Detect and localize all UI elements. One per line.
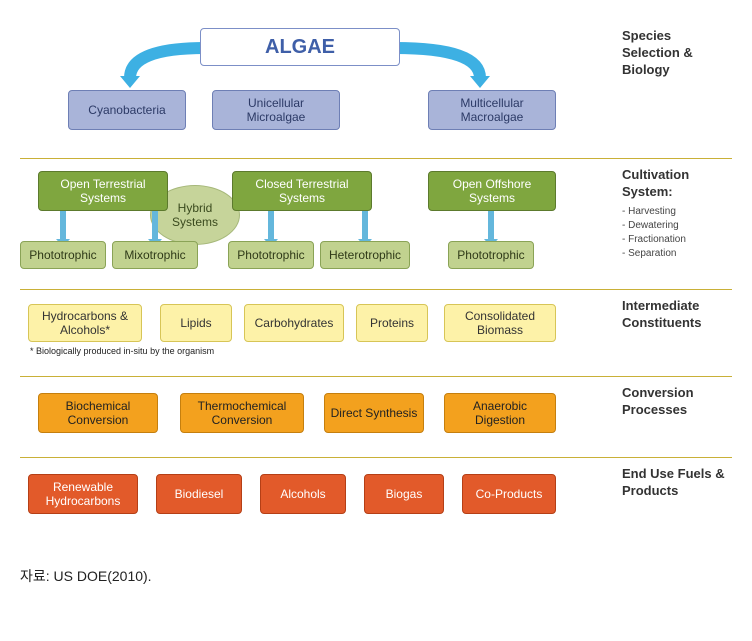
source-citation: 자료: US DOE(2010). (20, 566, 732, 586)
box-carbs: Carbohydrates (244, 304, 344, 342)
tier-conversion: Biochemical Conversion Thermochemical Co… (20, 376, 732, 457)
box-cyanobacteria: Cyanobacteria (68, 90, 186, 130)
box-open-offshore: Open Offshore Systems (428, 171, 556, 211)
box-photo3: Phototrophic (448, 241, 534, 269)
tier-species-body: ALGAE Cyanobacteria Unicellular Microalg… (20, 28, 612, 148)
tier-cultivation-body: Hybrid Systems Open Terrestrial Systems … (20, 167, 612, 279)
tier-conversion-label: Conversion Processes (612, 385, 732, 419)
tier-cultivation-label-text: Cultivation System: (622, 167, 689, 199)
algae-title-box: ALGAE (200, 28, 400, 66)
box-thermochem: Thermochemical Conversion (180, 393, 304, 433)
box-multicellular: Multicellular Macroalgae (428, 90, 556, 130)
tier-enduse: Renewable Hydrocarbons Biodiesel Alcohol… (20, 457, 732, 538)
box-photo2: Phototrophic (228, 241, 314, 269)
intermediate-footnote: * Biologically produced in-situ by the o… (30, 346, 214, 356)
box-renew-hc: Renewable Hydrocarbons (28, 474, 138, 514)
tier-species-label: Species Selection & Biology (612, 28, 732, 79)
tier-conversion-body: Biochemical Conversion Thermochemical Co… (20, 385, 612, 447)
box-lipids: Lipids (160, 304, 232, 342)
tier-intermediate-label: Intermediate Constituents (612, 298, 732, 332)
box-biogas: Biogas (364, 474, 444, 514)
tier-cultivation-sublabel: - Harvesting- Dewatering- Fractionation-… (622, 205, 732, 261)
box-hydrocarbons: Hydrocarbons & Alcohols* (28, 304, 142, 342)
box-unicellular: Unicellular Microalgae (212, 90, 340, 130)
tier-enduse-body: Renewable Hydrocarbons Biodiesel Alcohol… (20, 466, 612, 528)
box-consolidated: Consolidated Biomass (444, 304, 556, 342)
box-anaerobic: Anaerobic Digestion (444, 393, 556, 433)
tier-species: ALGAE Cyanobacteria Unicellular Microalg… (20, 20, 732, 158)
box-open-terrestrial: Open Terrestrial Systems (38, 171, 168, 211)
box-closed-terrestrial: Closed Terrestrial Systems (232, 171, 372, 211)
algae-diagram: ALGAE Cyanobacteria Unicellular Microalg… (20, 20, 732, 538)
box-proteins: Proteins (356, 304, 428, 342)
box-hetero: Heterotrophic (320, 241, 410, 269)
box-mixo: Mixotrophic (112, 241, 198, 269)
box-coproducts: Co-Products (462, 474, 556, 514)
box-photo1: Phototrophic (20, 241, 106, 269)
tier-cultivation-label: Cultivation System: - Harvesting- Dewate… (612, 167, 732, 261)
tier-intermediate: Hydrocarbons & Alcohols* Lipids Carbohyd… (20, 289, 732, 376)
tier-cultivation: Hybrid Systems Open Terrestrial Systems … (20, 158, 732, 289)
box-biochem: Biochemical Conversion (38, 393, 158, 433)
tier-intermediate-body: Hydrocarbons & Alcohols* Lipids Carbohyd… (20, 298, 612, 366)
box-biodiesel: Biodiesel (156, 474, 242, 514)
box-alcohols: Alcohols (260, 474, 346, 514)
tier-enduse-label: End Use Fuels & Products (612, 466, 732, 500)
box-direct: Direct Synthesis (324, 393, 424, 433)
